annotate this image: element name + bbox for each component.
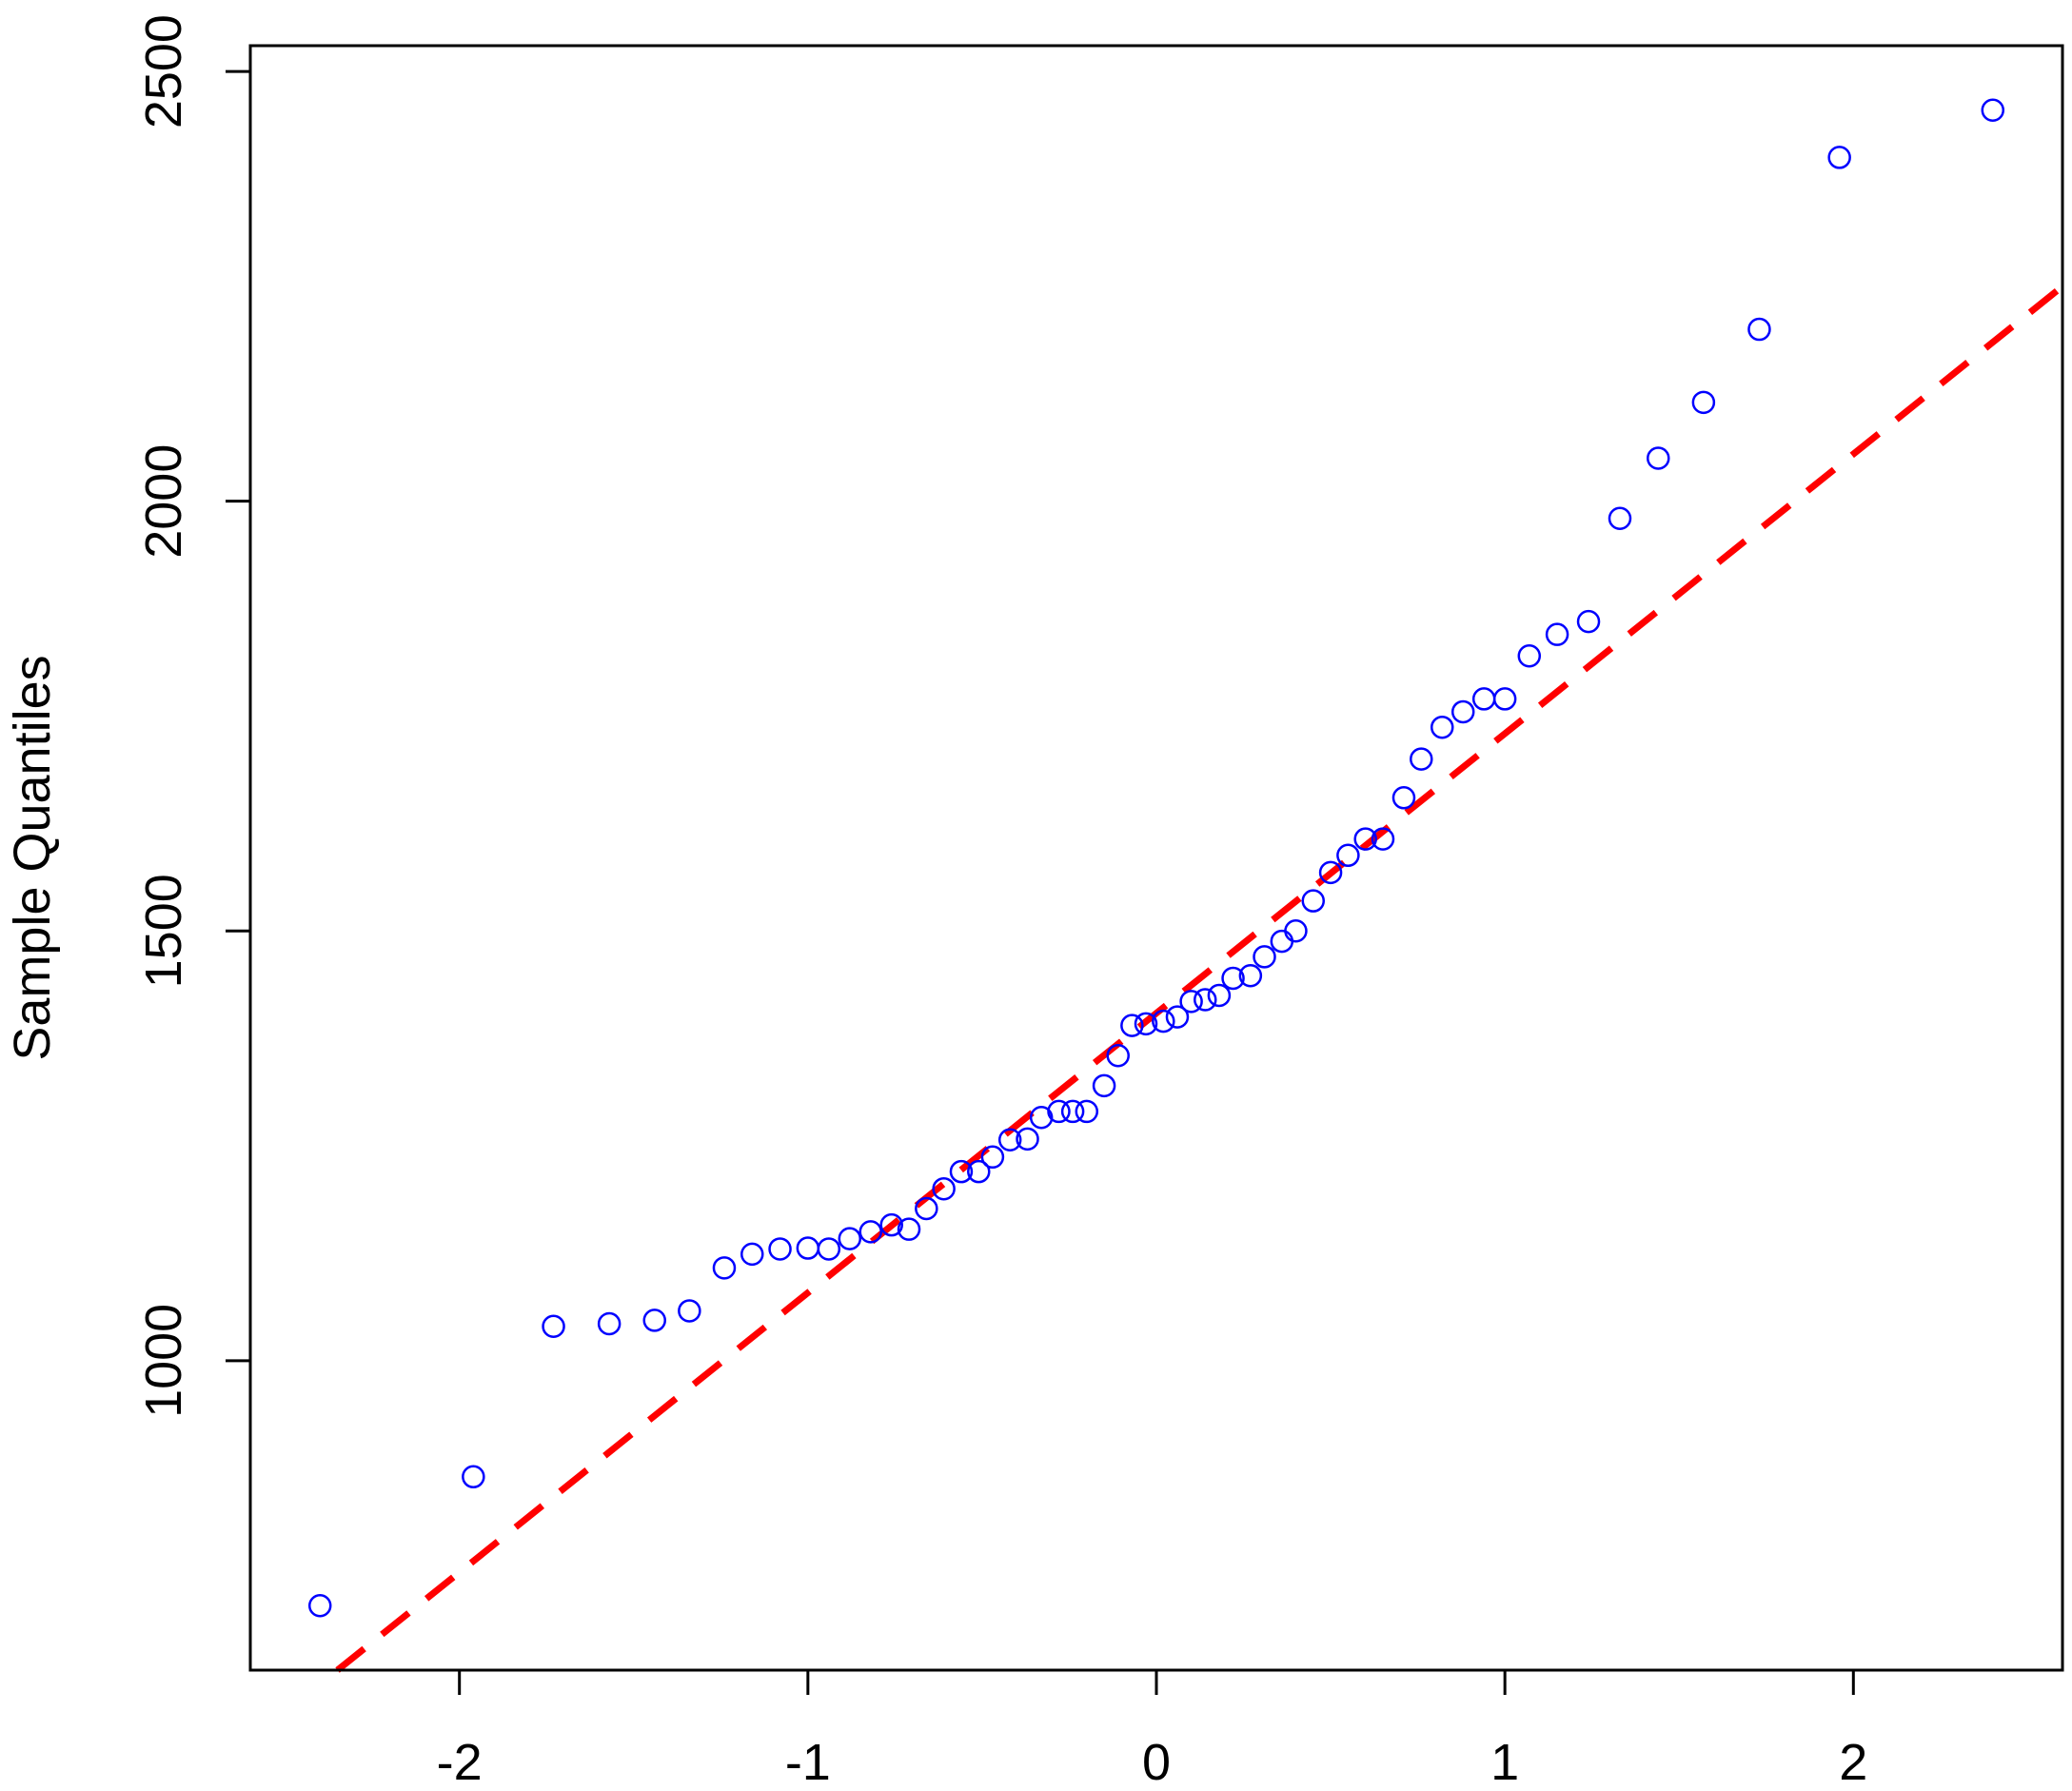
- y-tick-label: 2500: [135, 14, 192, 128]
- y-axis: 1000 1500 2000 2500: [135, 14, 252, 1418]
- data-point: [838, 1227, 862, 1250]
- x-axis: -2 -1 0 1 2: [437, 1668, 1867, 1791]
- plot-frame: [248, 44, 2064, 1672]
- y-tick-label: 2000: [135, 444, 192, 559]
- y-tick-label: 1000: [135, 1304, 192, 1418]
- data-point: [1270, 929, 1294, 954]
- data-point: [1827, 146, 1851, 169]
- data-point: [642, 1309, 666, 1332]
- data-point: [1106, 1043, 1130, 1068]
- data-point: [915, 1196, 938, 1221]
- data-point: [542, 1314, 565, 1338]
- qq-reference-line: [335, 284, 2065, 1673]
- data-point: [858, 1220, 883, 1244]
- data-point: [1410, 747, 1433, 771]
- data-point: [1691, 390, 1716, 415]
- data-point: [997, 1128, 1022, 1151]
- x-tick-label: -1: [785, 1734, 831, 1791]
- data-point: [768, 1237, 792, 1261]
- data-point: [1471, 687, 1496, 711]
- data-point: [1152, 1009, 1175, 1033]
- data-point: [796, 1236, 820, 1260]
- data-point: [1165, 1005, 1190, 1029]
- data-point: [1221, 966, 1245, 991]
- data-point: [307, 1594, 332, 1618]
- data-point: [1517, 644, 1542, 668]
- data-point: [462, 1465, 485, 1489]
- data-point: [1179, 990, 1203, 1014]
- data-point: [980, 1145, 1005, 1170]
- data-point: [1075, 1099, 1099, 1124]
- data-point: [1047, 1099, 1071, 1124]
- data-points: [307, 98, 2005, 1618]
- y-axis-title: Sample Quantiles: [4, 655, 61, 1060]
- data-point: [1092, 1073, 1116, 1098]
- data-point: [597, 1311, 622, 1336]
- data-point: [879, 1212, 903, 1237]
- data-point: [1336, 843, 1360, 868]
- data-point: [740, 1242, 764, 1267]
- data-point: [1194, 988, 1217, 1012]
- data-point: [1545, 622, 1569, 646]
- data-point: [1238, 963, 1263, 988]
- data-point: [1981, 98, 2005, 122]
- data-point: [1647, 446, 1670, 470]
- data-point: [932, 1176, 956, 1201]
- data-point: [1576, 609, 1601, 634]
- x-tick-label: -2: [437, 1734, 483, 1791]
- x-tick-label: 1: [1490, 1734, 1519, 1791]
- data-point: [1016, 1127, 1039, 1151]
- data-point: [1284, 919, 1308, 943]
- data-point: [1207, 983, 1232, 1008]
- data-point: [1029, 1106, 1054, 1130]
- data-point: [817, 1237, 841, 1261]
- data-point: [1371, 827, 1395, 851]
- data-point: [897, 1217, 921, 1241]
- x-tick-label: 2: [1839, 1734, 1867, 1791]
- data-point: [1134, 1012, 1158, 1036]
- data-point: [1253, 945, 1276, 969]
- data-point: [1318, 860, 1343, 885]
- data-point: [1353, 827, 1377, 851]
- data-point: [1747, 317, 1771, 342]
- data-point: [967, 1159, 991, 1184]
- data-point: [1430, 715, 1454, 739]
- data-point: [1608, 506, 1632, 530]
- y-tick-label: 1500: [135, 874, 192, 988]
- data-point: [1450, 699, 1475, 724]
- data-point: [1391, 786, 1416, 810]
- data-point: [1120, 1014, 1144, 1037]
- data-point: [678, 1299, 701, 1323]
- data-point: [1492, 687, 1517, 711]
- reference-line-layer: [335, 284, 2065, 1673]
- data-point: [949, 1159, 974, 1184]
- data-point: [1301, 889, 1326, 913]
- data-point: [1060, 1099, 1085, 1124]
- x-tick-label: 0: [1142, 1734, 1171, 1791]
- data-point: [712, 1256, 737, 1280]
